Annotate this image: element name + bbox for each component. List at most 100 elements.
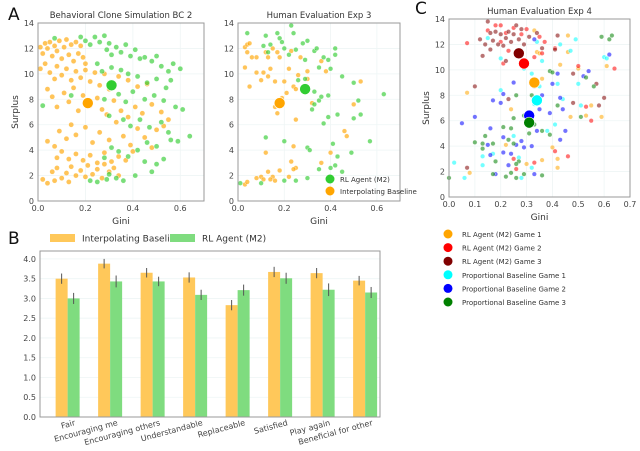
legend-label: RL Agent (M2) Game 2 xyxy=(462,245,542,253)
data-point xyxy=(570,71,576,77)
data-point xyxy=(288,158,294,165)
legend-swatch xyxy=(170,234,195,242)
data-point xyxy=(92,69,98,76)
data-point xyxy=(125,77,131,84)
legend-marker xyxy=(443,283,453,293)
data-point xyxy=(539,128,545,134)
data-point xyxy=(599,34,605,40)
data-point xyxy=(513,166,519,172)
data-point xyxy=(115,73,122,80)
data-point xyxy=(49,53,56,59)
data-point xyxy=(249,54,255,60)
data-point xyxy=(351,80,357,86)
data-point xyxy=(68,163,74,170)
data-point xyxy=(575,63,581,69)
data-point xyxy=(267,42,274,48)
data-point xyxy=(146,124,153,131)
data-point xyxy=(503,174,509,180)
data-point xyxy=(544,128,550,134)
bar xyxy=(225,305,238,417)
y-tick-label: 10 xyxy=(24,70,34,79)
data-point xyxy=(490,141,496,147)
y-tick-label: 10 xyxy=(224,70,234,79)
data-point xyxy=(149,168,155,175)
data-point xyxy=(325,114,331,120)
data-point xyxy=(293,117,299,123)
data-point xyxy=(120,116,127,123)
y-tick-label: 0.0 xyxy=(23,413,36,422)
y-tick-label: 0 xyxy=(29,197,34,206)
data-point xyxy=(270,45,276,52)
data-point xyxy=(68,77,74,84)
data-point xyxy=(54,165,60,171)
data-point xyxy=(281,138,287,144)
data-point xyxy=(487,47,493,53)
data-point xyxy=(487,152,493,158)
data-point xyxy=(163,85,169,91)
y-tick-label: 4.0 xyxy=(23,255,36,264)
data-point xyxy=(63,36,70,43)
data-point xyxy=(108,144,115,151)
data-point xyxy=(596,102,602,108)
x-axis-label: Gini xyxy=(310,217,328,227)
x-tick-label: 0.4 xyxy=(324,204,337,213)
data-point xyxy=(96,129,103,136)
x-tick-label: 0.2 xyxy=(494,200,507,209)
data-point xyxy=(127,53,134,59)
data-point xyxy=(153,53,160,59)
data-point xyxy=(490,97,496,103)
y-tick-label: 10 xyxy=(435,66,445,75)
mean-point xyxy=(105,79,118,92)
data-point xyxy=(511,141,517,147)
data-point xyxy=(115,153,122,160)
data-point xyxy=(77,167,84,174)
data-point xyxy=(56,38,63,44)
mean-point xyxy=(513,47,525,60)
data-point xyxy=(539,58,545,64)
data-point xyxy=(265,54,271,60)
data-point xyxy=(127,123,134,129)
data-point xyxy=(539,157,545,163)
data-point xyxy=(513,175,519,181)
data-point xyxy=(106,137,112,143)
data-point xyxy=(47,39,53,45)
data-point xyxy=(274,110,280,116)
data-point xyxy=(77,74,84,81)
data-point xyxy=(113,175,120,181)
data-point xyxy=(516,36,522,42)
data-point xyxy=(302,76,308,82)
y-tick-label: 12 xyxy=(24,44,34,53)
data-point xyxy=(311,101,317,107)
data-point xyxy=(61,90,67,96)
y-tick-label: 2 xyxy=(29,172,34,181)
data-point xyxy=(99,68,105,75)
bar xyxy=(353,280,366,417)
data-point xyxy=(281,78,287,85)
data-point xyxy=(588,102,594,108)
data-point xyxy=(73,132,79,138)
data-point xyxy=(332,45,338,52)
legend-label: Interpolating Baseline xyxy=(82,235,181,245)
data-point xyxy=(153,161,160,167)
data-point xyxy=(462,175,468,181)
data-point xyxy=(101,96,108,103)
data-point xyxy=(132,46,139,53)
data-point xyxy=(58,55,65,62)
y-tick-label: 2 xyxy=(229,172,234,181)
data-point xyxy=(94,60,101,67)
data-point xyxy=(82,174,89,180)
data-point xyxy=(521,41,527,47)
data-point xyxy=(477,36,483,42)
data-point xyxy=(485,19,491,25)
data-point xyxy=(242,64,248,71)
bar xyxy=(183,277,196,417)
data-point xyxy=(82,60,89,67)
data-point xyxy=(158,109,165,115)
data-point xyxy=(153,127,160,133)
y-tick-label: 0 xyxy=(229,197,234,206)
data-point xyxy=(480,146,486,152)
data-point xyxy=(125,114,131,120)
data-point xyxy=(39,176,46,183)
x-tick-label: 0.1 xyxy=(468,200,481,209)
